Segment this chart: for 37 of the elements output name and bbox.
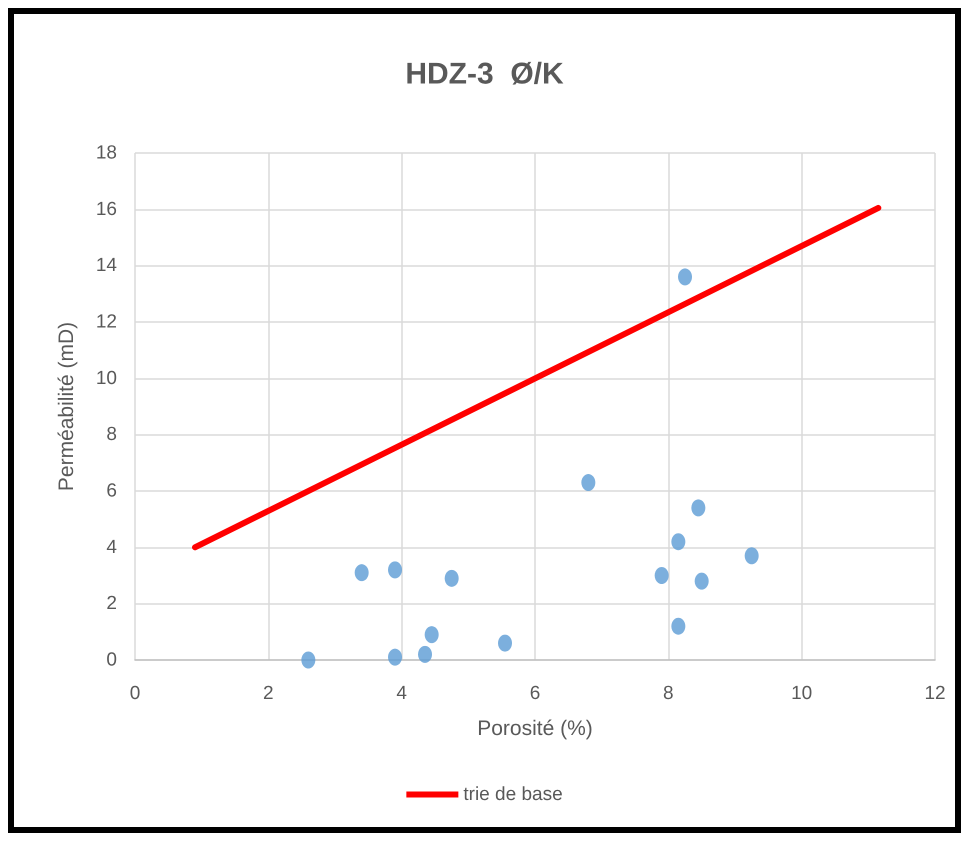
x-tick-label: 2 — [263, 683, 274, 704]
point — [354, 564, 369, 582]
y-tick-label: 4 — [106, 536, 118, 558]
point — [424, 626, 439, 644]
x-tick-label: 8 — [663, 683, 674, 704]
point — [654, 567, 669, 584]
point — [744, 547, 759, 564]
y-tick-label: 0 — [106, 650, 117, 670]
point — [694, 572, 709, 590]
y-tick-label: 16 — [96, 198, 117, 220]
y-tick-label: 8 — [106, 424, 117, 446]
y-tick-label: 14 — [96, 255, 118, 276]
point — [388, 561, 402, 578]
point — [418, 646, 432, 663]
point — [498, 634, 512, 652]
x-tick-label: 10 — [791, 683, 812, 704]
point — [444, 570, 459, 587]
y-tick-label: 2 — [106, 593, 117, 614]
y-tick-label: 18 — [96, 142, 117, 164]
point — [388, 648, 402, 666]
x-tick-label: 0 — [130, 683, 140, 704]
x-tick-label: 4 — [396, 683, 408, 704]
x-tick-label: 6 — [530, 683, 540, 704]
point — [671, 533, 686, 550]
point — [301, 652, 316, 668]
x-axis-title: Porosité (%) — [477, 717, 593, 740]
chart-title: HDZ-3 Ø/K — [405, 58, 564, 90]
point — [678, 268, 692, 286]
y-tick-label: 12 — [96, 312, 117, 332]
legend-label: trie de base — [463, 784, 563, 805]
y-tick-label: 6 — [106, 480, 117, 502]
point — [691, 499, 706, 516]
x-tick-label: 12 — [924, 683, 946, 704]
y-tick-label: 10 — [96, 368, 117, 389]
point — [671, 618, 686, 635]
y-axis-title: Perméabilité (mD) — [55, 322, 78, 492]
point — [581, 474, 596, 492]
